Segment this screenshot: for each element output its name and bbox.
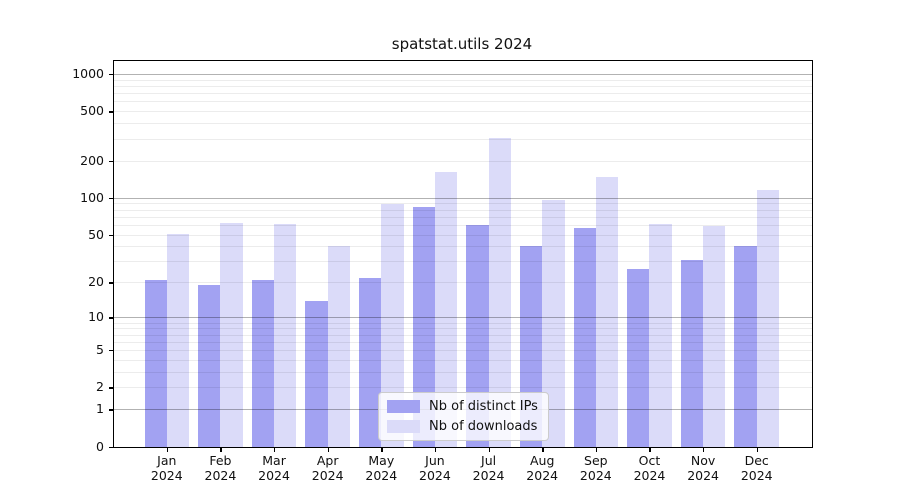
bar-distinct-ips-jan — [144, 279, 167, 447]
x-tick-mar — [274, 448, 276, 452]
x-tick-label-nov: Nov 2024 — [687, 453, 719, 483]
x-tick-label-jul: Jul 2024 — [472, 453, 505, 483]
gridline-minor-300 — [114, 138, 812, 140]
gridline-minor-80 — [114, 209, 812, 211]
bar-downloads-dec — [756, 190, 780, 447]
legend-entry-downloads: Nb of downloads — [387, 419, 538, 434]
gridline-minor-500 — [114, 111, 812, 113]
bar-downloads-nov — [703, 225, 726, 447]
y-tick-label-1000: 1000 — [72, 65, 104, 81]
y-tick-2 — [109, 387, 113, 389]
x-tick-label-jan: Jan 2024 — [150, 453, 183, 483]
y-tick-label-10: 10 — [88, 309, 104, 325]
bar-downloads-jul — [488, 137, 511, 447]
gridline-major-1000 — [114, 73, 812, 75]
y-tick-label-500: 500 — [80, 103, 104, 119]
y-tick-500 — [109, 111, 113, 113]
y-tick-label-50: 50 — [88, 226, 104, 242]
y-tick-label-1: 1 — [96, 401, 104, 417]
y-tick-5 — [109, 350, 113, 352]
bar-distinct-ips-apr — [305, 300, 328, 447]
bar-distinct-ips-oct — [627, 268, 650, 447]
bar-distinct-ips-sep — [573, 227, 596, 447]
x-tick-label-aug: Aug 2024 — [526, 453, 559, 483]
legend-swatch-downloads — [387, 420, 420, 433]
gridline-minor-700 — [114, 93, 812, 95]
x-tick-dec — [756, 448, 759, 452]
bar-distinct-ips-mar — [251, 279, 275, 447]
gridline-minor-90 — [114, 203, 812, 205]
legend: Nb of distinct IPs Nb of downloads — [378, 392, 549, 441]
gridline-minor-200 — [114, 160, 812, 162]
gridline-minor-70 — [114, 216, 812, 218]
y-tick-label-2: 2 — [96, 379, 104, 395]
y-tick-label-20: 20 — [88, 274, 104, 290]
legend-label-downloads: Nb of downloads — [429, 419, 538, 434]
x-tick-jan — [166, 448, 169, 452]
gridline-major-100 — [114, 197, 812, 199]
x-tick-label-feb: Feb 2024 — [204, 453, 237, 483]
x-tick-feb — [220, 448, 222, 452]
bar-distinct-ips-nov — [680, 259, 704, 447]
x-tick-label-oct: Oct 2024 — [633, 453, 666, 483]
y-tick-20 — [109, 282, 113, 284]
x-tick-label-may: May 2024 — [365, 453, 398, 483]
y-tick-label-5: 5 — [96, 342, 104, 358]
y-tick-label-100: 100 — [80, 189, 104, 205]
plot-area: Nb of distinct IPs Nb of downloads Jan 20… — [72, 60, 813, 483]
legend-label-distinct-ips: Nb of distinct IPs — [429, 399, 538, 414]
legend-entry-distinct-ips: Nb of distinct IPs — [387, 399, 538, 414]
bar-downloads-mar — [274, 224, 297, 447]
x-tick-label-mar: Mar 2024 — [258, 453, 290, 483]
y-tick-100 — [109, 197, 113, 200]
bar-downloads-apr — [327, 246, 350, 447]
x-tick-apr — [327, 448, 330, 452]
bar-downloads-aug — [542, 200, 565, 447]
x-tick-label-sep: Sep 2024 — [579, 453, 612, 483]
y-tick-200 — [109, 160, 113, 162]
gridline-minor-400 — [114, 123, 812, 125]
bar-distinct-ips-feb — [198, 285, 221, 447]
bar-downloads-feb — [220, 223, 243, 447]
bar-downloads-sep — [595, 176, 619, 447]
bar-distinct-ips-jun — [412, 206, 435, 447]
bar-downloads-may — [381, 204, 404, 447]
x-tick-label-apr: Apr 2024 — [311, 453, 344, 483]
gridline-minor-800 — [114, 85, 812, 87]
gridline-minor-900 — [114, 79, 812, 81]
x-tick-label-jun: Jun 2024 — [419, 453, 451, 483]
x-tick-sep — [595, 448, 598, 452]
x-tick-may — [381, 448, 383, 452]
x-tick-aug — [542, 448, 544, 452]
bar-distinct-ips-jul — [466, 224, 489, 447]
bar-downloads-jun — [434, 172, 458, 447]
bar-downloads-jan — [166, 233, 190, 447]
y-tick-label-0: 0 — [96, 438, 104, 454]
legend-swatch-distinct-ips — [387, 400, 420, 413]
bar-downloads-oct — [649, 224, 672, 447]
x-tick-nov — [703, 448, 705, 452]
x-tick-oct — [649, 448, 651, 452]
y-tick-10 — [109, 317, 113, 319]
y-tick-1000 — [109, 73, 113, 76]
y-tick-0 — [109, 446, 113, 449]
bar-distinct-ips-may — [359, 277, 382, 447]
chart-title: spatstat.utils 2024 — [391, 35, 533, 53]
y-tick-label-200: 200 — [80, 152, 104, 168]
gridline-minor-600 — [114, 101, 812, 103]
x-tick-jun — [434, 448, 437, 452]
bar-distinct-ips-dec — [734, 246, 757, 447]
y-tick-1 — [109, 409, 113, 411]
y-tick-50 — [109, 234, 113, 236]
x-tick-jul — [488, 448, 490, 452]
x-tick-label-dec: Dec 2024 — [740, 453, 773, 483]
